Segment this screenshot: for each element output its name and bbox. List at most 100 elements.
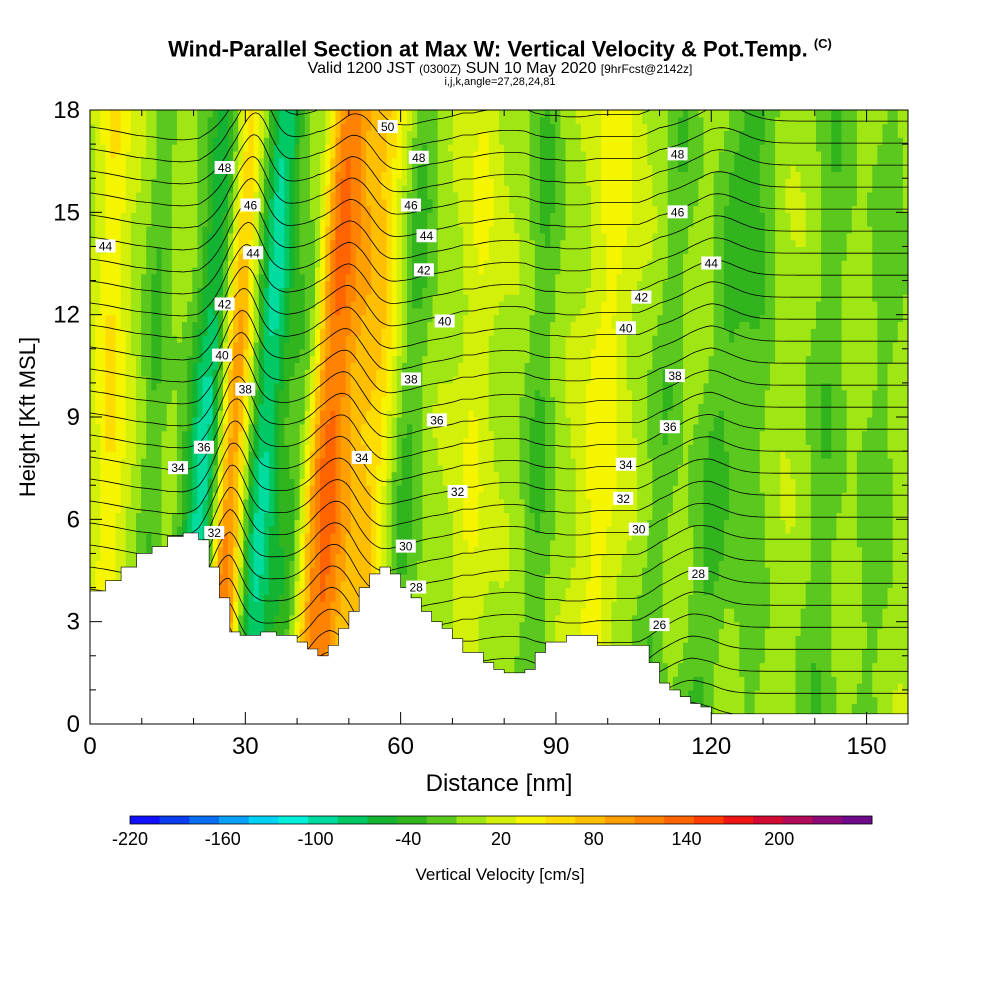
- velocity-cell: [647, 573, 653, 582]
- velocity-cell: [371, 567, 377, 575]
- velocity-cell: [775, 703, 781, 711]
- velocity-cell: [872, 642, 878, 650]
- velocity-cell: [499, 635, 505, 643]
- velocity-cell: [550, 601, 556, 609]
- velocity-cell: [355, 601, 362, 609]
- velocity-cell: [621, 635, 628, 643]
- velocity-cell: [815, 621, 822, 630]
- velocity-cell: [749, 689, 756, 698]
- velocity-cell: [391, 553, 398, 561]
- velocity-cell: [877, 621, 884, 630]
- velocity-cell: [754, 532, 761, 541]
- velocity-cell: [473, 580, 480, 589]
- velocity-cell: [718, 601, 725, 609]
- velocity-cell: [831, 696, 838, 705]
- velocity-cell: [550, 512, 556, 520]
- velocity-cell: [821, 683, 827, 691]
- velocity-cell: [846, 526, 853, 534]
- velocity-cell: [350, 553, 357, 561]
- velocity-cell: [647, 628, 653, 636]
- velocity-cell: [488, 648, 495, 657]
- velocity-cell: [867, 621, 873, 630]
- velocity-cell: [360, 519, 367, 527]
- velocity-cell: [872, 669, 878, 677]
- velocity-cell: [790, 519, 797, 527]
- velocity-cell: [826, 512, 832, 520]
- velocity-cell: [473, 526, 480, 534]
- velocity-cell: [447, 608, 454, 616]
- velocity-cell: [585, 526, 592, 534]
- velocity-cell: [468, 526, 475, 534]
- velocity-cell: [887, 628, 894, 636]
- velocity-cell: [534, 587, 541, 595]
- velocity-cell: [432, 567, 439, 575]
- velocity-cell: [642, 614, 648, 623]
- velocity-cell: [841, 648, 848, 657]
- velocity-cell: [800, 519, 807, 527]
- velocity-cell: [821, 648, 827, 657]
- velocity-cell: [493, 614, 500, 623]
- velocity-cell: [320, 608, 326, 616]
- velocity-cell: [499, 655, 505, 664]
- velocity-cell: [268, 608, 275, 616]
- velocity-cell: [718, 560, 725, 568]
- velocity-cell: [815, 608, 822, 616]
- velocity-cell: [222, 539, 229, 548]
- velocity-cell: [688, 587, 694, 595]
- velocity-cell: [826, 567, 832, 575]
- velocity-cell: [826, 594, 832, 602]
- velocity-cell: [289, 546, 296, 555]
- velocity-cell: [841, 519, 848, 527]
- velocity-cell: [391, 539, 398, 548]
- velocity-cell: [166, 519, 173, 527]
- velocity-cell: [744, 669, 751, 677]
- velocity-cell: [902, 676, 908, 684]
- velocity-cell: [309, 573, 316, 582]
- velocity-cell: [212, 553, 219, 561]
- velocity-cell: [314, 532, 321, 541]
- velocity-cell: [652, 512, 659, 520]
- velocity-cell: [545, 526, 551, 534]
- velocity-cell: [524, 608, 531, 616]
- velocity-cell: [718, 553, 725, 561]
- velocity-cell: [867, 676, 873, 684]
- velocity-cell: [514, 601, 521, 609]
- velocity-cell: [887, 655, 894, 664]
- velocity-cell: [749, 532, 756, 541]
- velocity-cell: [708, 526, 715, 534]
- velocity-cell: [821, 567, 827, 575]
- velocity-cell: [657, 601, 664, 609]
- velocity-cell: [483, 635, 490, 643]
- velocity-cell: [233, 532, 239, 541]
- velocity-cell: [688, 655, 694, 664]
- velocity-cell: [222, 532, 229, 541]
- velocity-cell: [422, 512, 429, 520]
- velocity-cell: [289, 532, 296, 541]
- velocity-cell: [683, 573, 689, 582]
- velocity-cell: [815, 594, 822, 602]
- velocity-cell: [683, 689, 689, 698]
- velocity-cell: [125, 505, 132, 514]
- velocity-cell: [677, 614, 684, 623]
- velocity-cell: [422, 532, 429, 541]
- velocity-cell: [575, 587, 582, 595]
- velocity-cell: [677, 628, 684, 636]
- velocity-cell: [606, 608, 613, 616]
- velocity-cell: [780, 608, 786, 616]
- velocity-cell: [841, 587, 848, 595]
- velocity-cell: [800, 683, 807, 691]
- velocity-cell: [882, 628, 889, 636]
- velocity-cell: [846, 573, 853, 582]
- velocity-cell: [902, 587, 908, 595]
- velocity-cell: [749, 703, 756, 711]
- velocity-cell: [427, 594, 434, 602]
- velocity-cell: [524, 587, 531, 595]
- velocity-cell: [821, 635, 827, 643]
- velocity-cell: [729, 608, 735, 616]
- velocity-cell: [836, 669, 843, 677]
- velocity-cell: [105, 512, 112, 520]
- velocity-cell: [897, 608, 904, 616]
- velocity-cell: [872, 628, 878, 636]
- velocity-cell: [437, 580, 444, 589]
- velocity-cell: [289, 580, 296, 589]
